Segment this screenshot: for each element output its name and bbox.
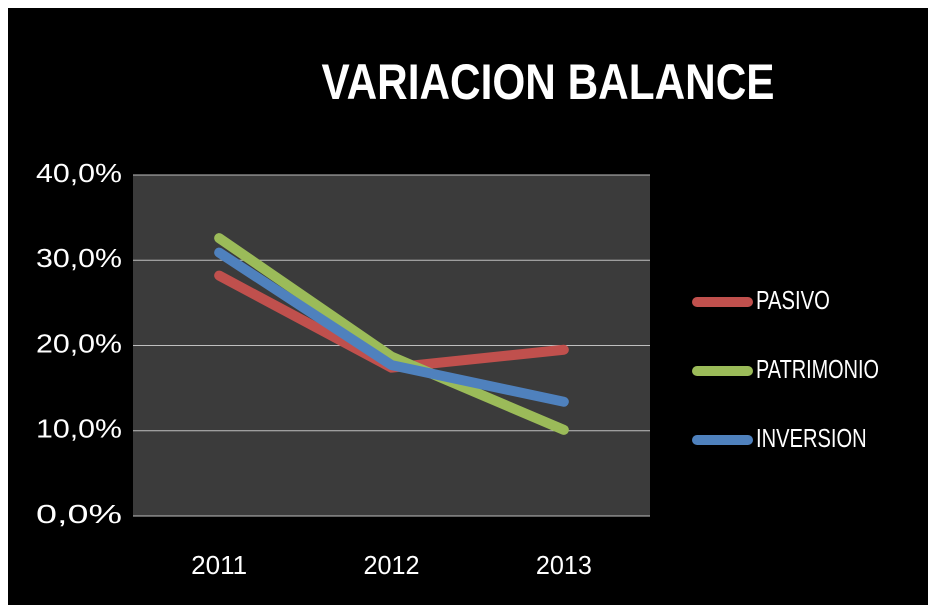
- series-line: [214, 233, 569, 435]
- chart-title: VARIACION BALANCE: [322, 54, 775, 110]
- legend-label: PASIVO: [756, 285, 830, 315]
- series-line: [214, 247, 569, 407]
- x-tick-label: 2012: [364, 550, 420, 580]
- y-tick-label: 10,0%: [36, 414, 122, 444]
- y-tick-label: 30,0%: [36, 243, 122, 273]
- y-tick-label: 0,0%: [36, 499, 122, 529]
- legend-label: INVERSION: [756, 423, 867, 453]
- legend-label: PATRIMONIO: [756, 354, 879, 384]
- x-tick-label: 2013: [536, 550, 592, 580]
- y-tick-label: 20,0%: [36, 328, 122, 358]
- x-tick-label: 2011: [191, 550, 247, 580]
- y-tick-label: 40,0%: [36, 158, 122, 188]
